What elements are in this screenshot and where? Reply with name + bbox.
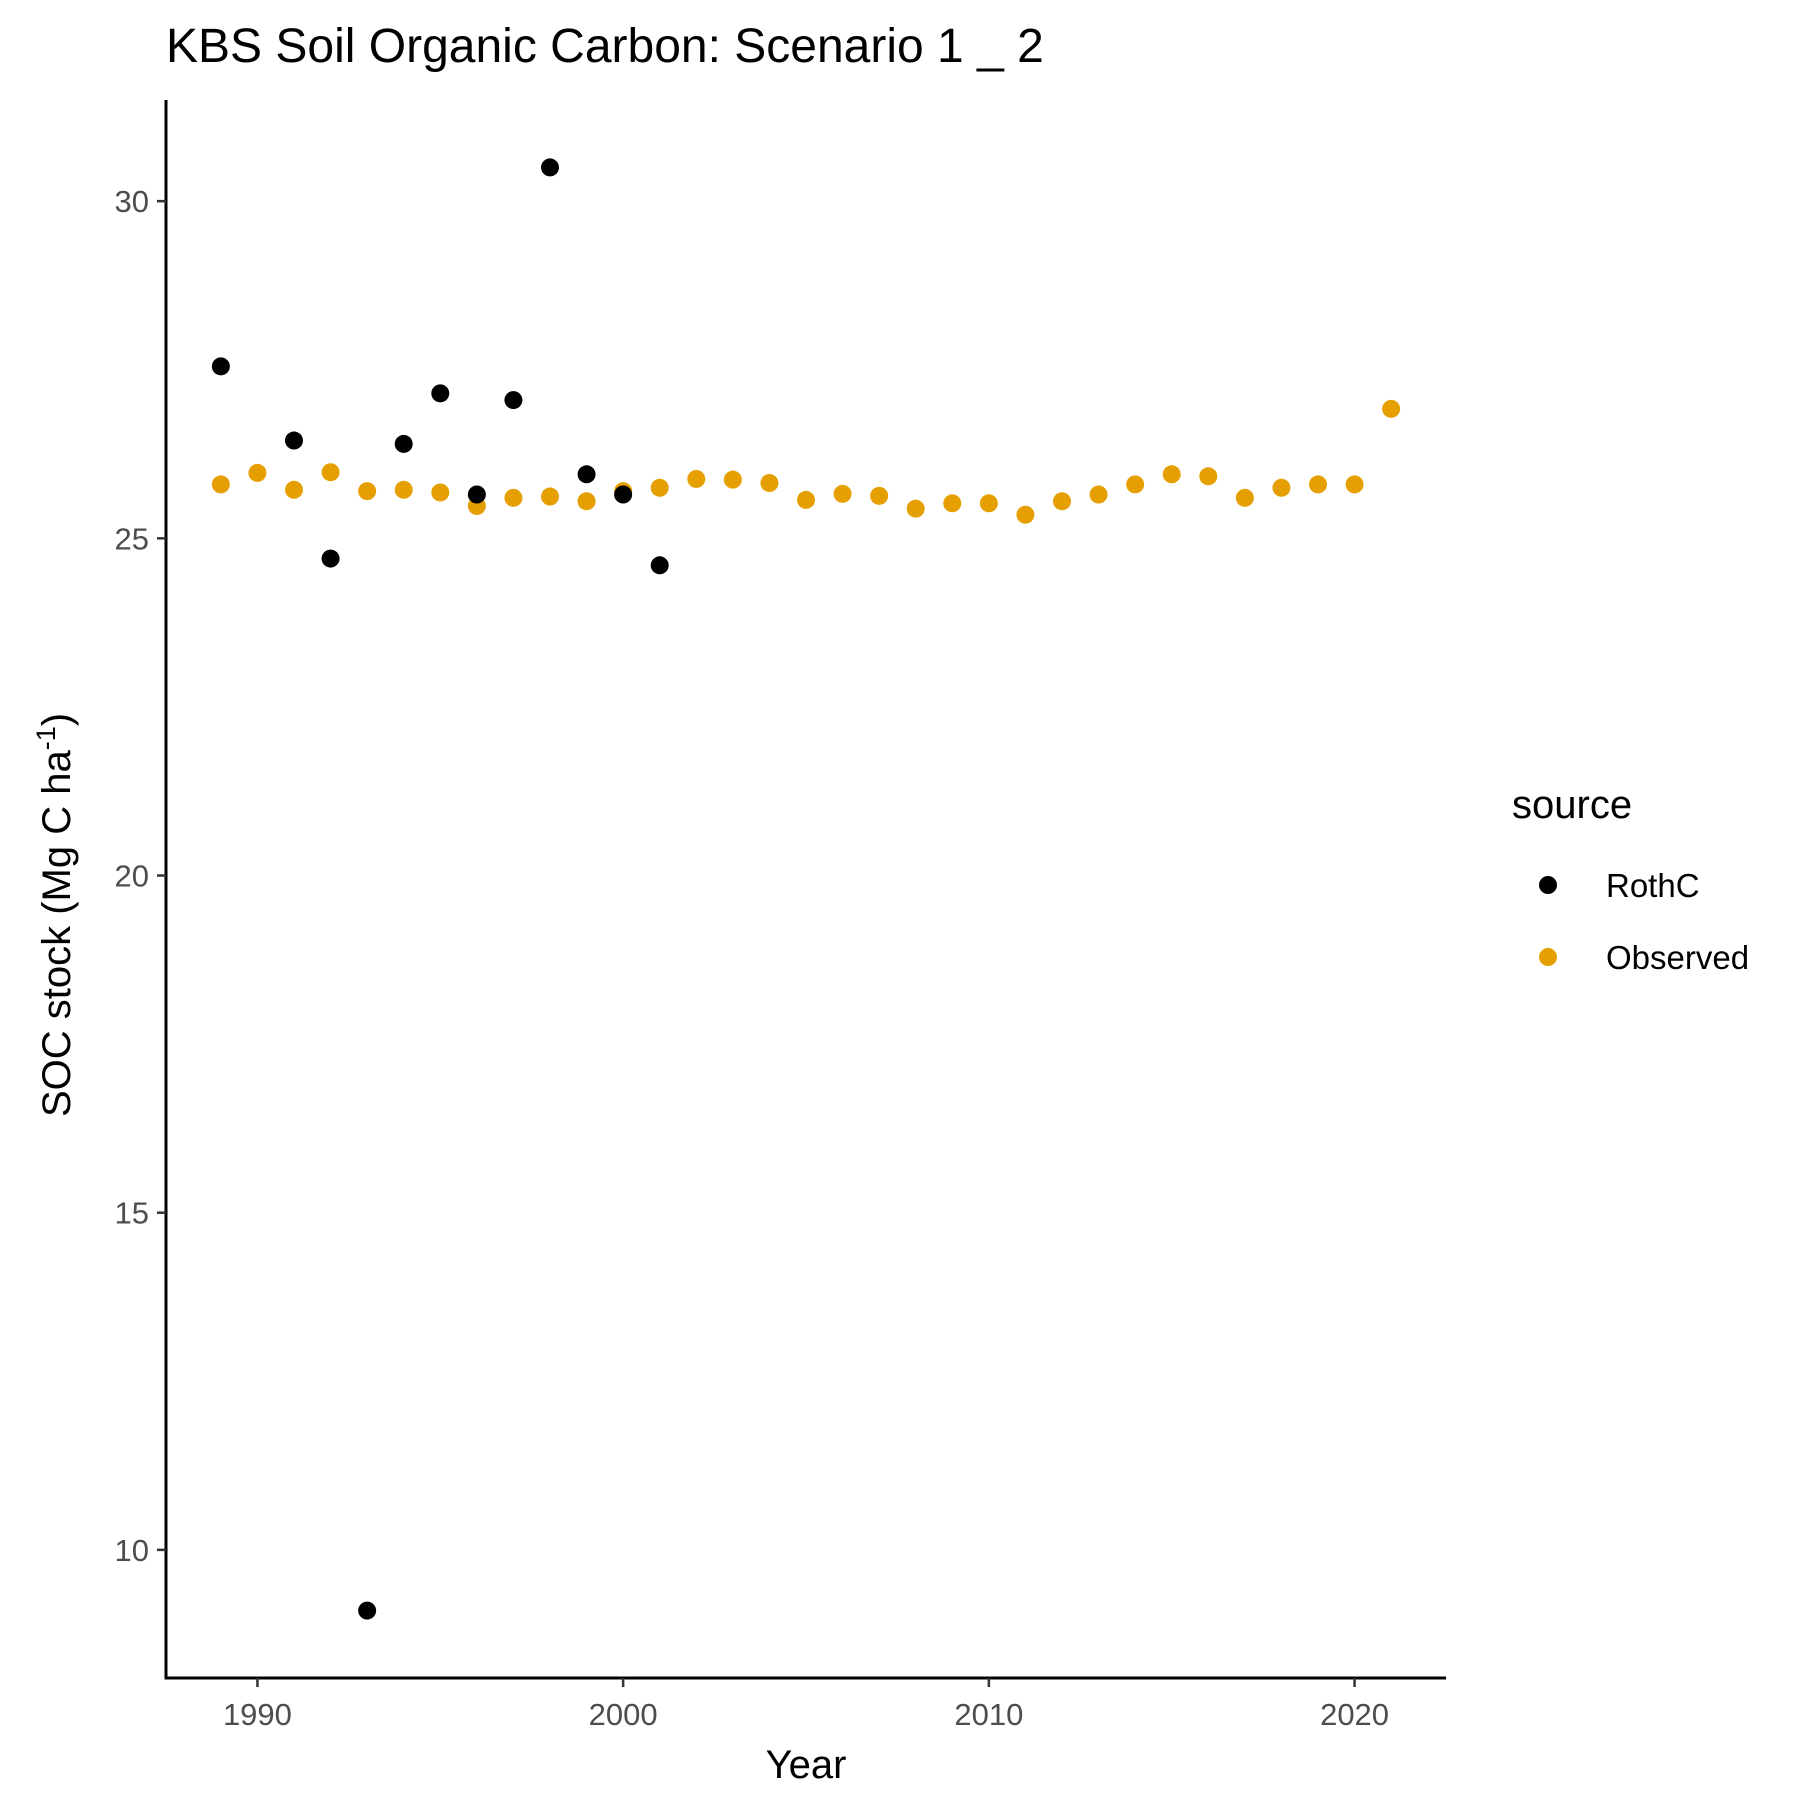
- point-observed: [285, 480, 303, 499]
- legend-title: source: [1512, 783, 1632, 827]
- x-tick-label: 2010: [954, 1697, 1023, 1732]
- point-observed: [870, 486, 889, 505]
- y-axis-label-close: ): [35, 713, 79, 726]
- point-observed: [577, 492, 596, 511]
- point-rothc: [211, 357, 230, 376]
- x-tick-label: 2000: [589, 1697, 658, 1732]
- point-observed: [906, 499, 925, 518]
- point-rothc: [394, 434, 413, 453]
- point-observed: [1382, 399, 1401, 418]
- y-axis-label-main: SOC stock (Mg C ha: [35, 750, 79, 1118]
- point-observed: [797, 490, 815, 509]
- y-tick-label: 25: [115, 521, 149, 556]
- point-observed: [1162, 465, 1181, 484]
- y-tick-label: 10: [115, 1533, 149, 1568]
- point-observed: [833, 484, 852, 503]
- legend-label-observed: Observed: [1606, 939, 1749, 976]
- point-observed: [541, 487, 559, 506]
- y-axis-label-superscript: -1: [31, 726, 61, 750]
- point-observed: [1016, 505, 1035, 524]
- x-tick-label: 2020: [1320, 1697, 1389, 1732]
- point-observed: [979, 494, 998, 513]
- point-observed: [1053, 492, 1071, 511]
- legend-label-rothc: RothC: [1606, 867, 1700, 904]
- point-observed: [358, 482, 377, 501]
- point-observed: [650, 478, 669, 497]
- point-rothc: [504, 391, 523, 410]
- point-rothc: [614, 485, 633, 504]
- point-rothc: [358, 1601, 377, 1620]
- point-observed: [723, 470, 742, 489]
- point-observed: [431, 483, 450, 502]
- legend: source RothC Observed: [1512, 783, 1749, 976]
- point-observed: [394, 480, 413, 499]
- point-observed: [1126, 475, 1145, 494]
- x-axis-ticks: 1990 2000 2010 2020: [223, 1678, 1389, 1732]
- point-rothc: [577, 465, 596, 484]
- point-rothc: [467, 485, 486, 504]
- point-observed: [1272, 478, 1291, 497]
- x-tick-label: 1990: [223, 1697, 292, 1732]
- point-observed: [1089, 485, 1108, 504]
- legend-key-observed: [1539, 948, 1557, 966]
- point-rothc: [431, 384, 450, 403]
- x-axis-label: Year: [766, 1743, 847, 1787]
- point-rothc: [541, 158, 559, 177]
- y-tick-label: 30: [115, 184, 149, 219]
- chart-title: KBS Soil Organic Carbon: Scenario 1 _ 2: [166, 20, 1044, 73]
- point-observed: [1345, 475, 1364, 494]
- legend-key-rothc: [1539, 876, 1557, 894]
- point-rothc: [321, 549, 340, 568]
- point-observed: [504, 488, 523, 507]
- point-rothc: [285, 431, 303, 450]
- point-observed: [321, 463, 340, 482]
- point-observed: [1199, 467, 1218, 486]
- y-axis-label: SOC stock (Mg C ha-1): [31, 713, 79, 1117]
- plot-points: [211, 158, 1401, 1620]
- point-observed: [1235, 488, 1254, 507]
- point-observed: [248, 463, 267, 482]
- y-tick-label: 20: [115, 859, 149, 894]
- point-rothc: [650, 556, 669, 575]
- point-observed: [943, 494, 962, 513]
- point-observed: [211, 475, 230, 494]
- point-observed: [760, 474, 779, 493]
- point-observed: [1309, 475, 1327, 494]
- point-observed: [687, 469, 706, 488]
- y-tick-label: 15: [115, 1196, 149, 1231]
- y-axis-ticks: 10 15 20 25 30: [115, 184, 166, 1568]
